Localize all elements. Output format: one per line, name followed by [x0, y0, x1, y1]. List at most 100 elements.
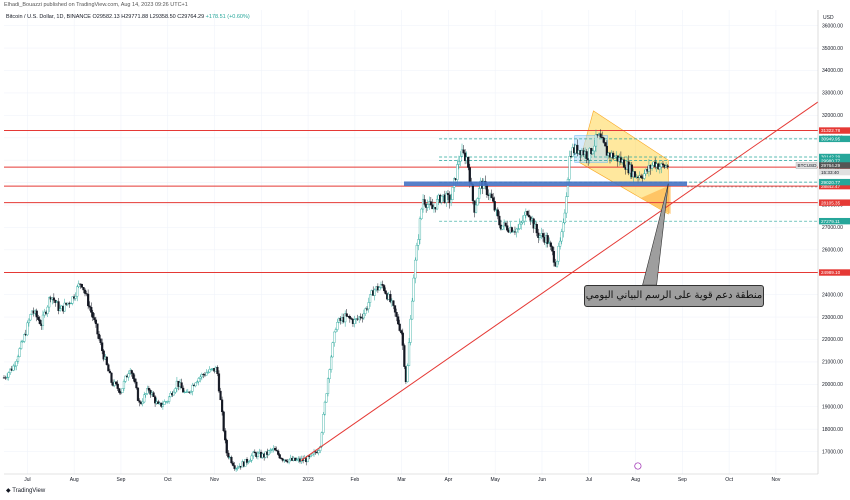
candle-body [77, 283, 80, 287]
candle-body [630, 164, 633, 178]
candle-body [74, 296, 77, 299]
candle-body [493, 201, 496, 211]
candle-body [314, 451, 317, 453]
candle-body [585, 151, 588, 159]
tradingview-logo[interactable]: ◆ TradingView [6, 487, 45, 494]
candle-body [57, 301, 60, 311]
candle-body [353, 319, 356, 324]
candle-body [23, 334, 26, 342]
y-tick-label: 35000.00 [822, 46, 843, 52]
candle-body [602, 137, 605, 143]
level-price-label: 31322.78 [821, 128, 841, 133]
x-tick-label: Apr [445, 477, 453, 483]
trendline [300, 101, 819, 461]
candle-body [331, 342, 334, 358]
candle-body [563, 212, 566, 224]
candle-body [532, 218, 535, 229]
candle-body [13, 365, 17, 367]
level-labels: 31322.7829692.4428842.4728105.3524989.10… [795, 127, 850, 276]
level-price-label-bg [819, 199, 850, 206]
candle-body [657, 163, 660, 170]
candle-body [326, 378, 330, 394]
candle-body [593, 145, 596, 152]
candle-body [161, 404, 164, 407]
candle-body [555, 260, 559, 267]
x-tick-label: May [490, 477, 500, 483]
candle-body [373, 289, 376, 296]
candle-body [445, 193, 448, 203]
x-tick-label: Aug [631, 477, 640, 483]
candle-body [230, 456, 233, 464]
candle-body [295, 459, 298, 461]
candle-body [492, 197, 495, 202]
candle-body [210, 368, 213, 370]
candle-body [599, 133, 602, 138]
candle-body [38, 319, 41, 324]
candle-body [527, 214, 531, 218]
candle-body [429, 201, 432, 206]
x-tick-label: Nov [771, 477, 780, 483]
y-tick-label: 19000.00 [822, 404, 843, 410]
candle-body [440, 195, 443, 203]
y-tick-label: 34000.00 [822, 68, 843, 74]
candle-body [99, 338, 102, 343]
candle-body [116, 383, 119, 389]
candle-body [557, 246, 560, 262]
symbol-line: Bitcoin / U.S. Dollar, 1D, BINANCE O2958… [6, 14, 250, 20]
x-tick-label: Oct [725, 477, 733, 483]
candle-body [435, 199, 439, 210]
currency-unit: USD [823, 15, 834, 21]
candle-body [138, 400, 141, 403]
candle-body [35, 310, 38, 318]
candle-body [420, 208, 423, 219]
candle-body [247, 461, 250, 463]
candle-body [323, 401, 327, 415]
symbol-tag: BTCUSD [798, 163, 818, 168]
candle-body [249, 460, 252, 462]
candle-body [510, 227, 513, 233]
candle-body [389, 293, 392, 303]
level-price-label-bg [819, 135, 850, 143]
x-tick-label: Dec [257, 477, 266, 483]
candle-body [233, 465, 236, 469]
candle-body [506, 225, 509, 231]
candle-body [415, 245, 418, 261]
candle-body [496, 209, 499, 217]
candle-body [135, 381, 138, 389]
candle-body [523, 215, 526, 222]
x-tick-label: Mar [397, 477, 406, 483]
candle-body [350, 318, 353, 320]
candle-body [464, 152, 467, 161]
candle-body [16, 356, 20, 362]
candle-body [460, 149, 464, 157]
candle-body [124, 375, 127, 382]
time-axis[interactable]: Jul Aug Sep Oct Nov Dec 2023 Feb Mar Apr May Jun Jul… [4, 473, 818, 483]
candle-body [91, 312, 94, 318]
candle-body [88, 305, 91, 308]
candle-body [328, 369, 331, 379]
candle-body [48, 297, 51, 308]
candle-body [613, 156, 616, 159]
candle-body [41, 314, 45, 326]
candle-body [105, 356, 108, 365]
x-tick-label: Jul [586, 477, 592, 483]
candle-body [490, 193, 493, 198]
candle-body [594, 134, 598, 147]
publisher-line: Elhadi_Bouazzi published on TradingView.… [4, 2, 188, 8]
candle-body [231, 462, 235, 466]
candle-body [395, 312, 398, 317]
candle-body [191, 384, 194, 392]
candle-body [76, 286, 79, 297]
candle-body [217, 373, 221, 392]
candle-body [400, 330, 403, 334]
candle-body [412, 277, 415, 302]
candle-body [406, 365, 409, 383]
price-axis[interactable]: 17000.00 18000.00 19000.00 20000.00 21000.00… [817, 10, 843, 474]
candles [2, 129, 669, 472]
candle-body [189, 391, 193, 393]
overlays [403, 181, 818, 470]
level-price-label: 28105.35 [821, 200, 841, 205]
candle-body [551, 246, 554, 252]
candle-body [622, 159, 626, 168]
